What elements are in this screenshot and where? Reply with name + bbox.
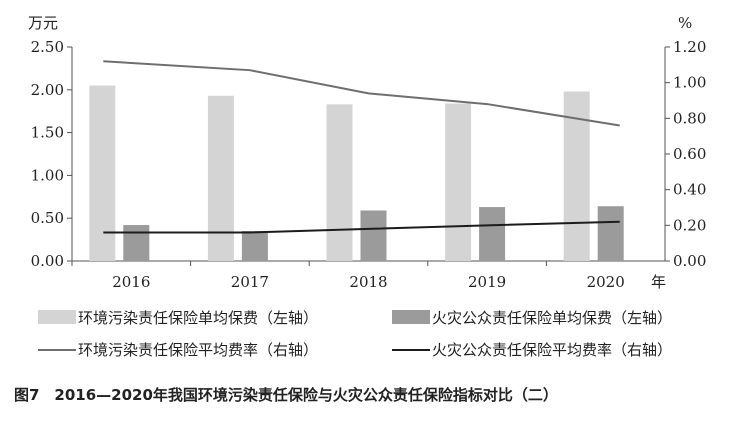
legend-label: 火灾公众责任保险单均保费（左轴） xyxy=(432,309,672,327)
y-left-tick-label: 1.00 xyxy=(31,166,64,184)
bar-env-2019 xyxy=(445,103,472,261)
y-left-tick-label: 2.50 xyxy=(31,38,64,56)
x-tick-label: 2018 xyxy=(349,273,387,291)
bars xyxy=(89,85,624,262)
line-fire-rate xyxy=(103,220,620,234)
bar-env-2016 xyxy=(89,85,116,262)
y-right-tick-label: 0.60 xyxy=(673,145,706,163)
y-left-tick-label: 1.50 xyxy=(31,124,64,142)
bar-fire-2019 xyxy=(479,207,506,261)
y-right-tick-label: 0.20 xyxy=(673,216,706,234)
y-left-tick-label: 0.00 xyxy=(31,252,64,270)
y-right-tick-label: 1.20 xyxy=(673,38,706,56)
x-unit: 年 xyxy=(651,273,666,291)
y-left-tick-label: 0.50 xyxy=(31,209,64,227)
y-right-tick-label: 0.00 xyxy=(673,252,706,270)
bar-fire-2018 xyxy=(360,210,387,261)
y-left-tick-label: 2.00 xyxy=(31,81,64,99)
x-tick-label: 2016 xyxy=(112,273,150,291)
legend-label: 环境污染责任保险平均费率（右轴） xyxy=(78,341,318,359)
legend-label: 环境污染责任保险单均保费（左轴） xyxy=(78,309,318,327)
x-tick-label: 2019 xyxy=(468,273,506,291)
y-right-tick-label: 1.00 xyxy=(673,74,706,92)
legend-swatch-bar xyxy=(392,310,430,324)
bar-fire-2020 xyxy=(597,206,624,261)
y-right-tick-label: 0.40 xyxy=(673,181,706,199)
tick-labels: 0.00 0.50 1.00 1.50 2.00 2.50 0.00 0.20 0.40 0.60… xyxy=(28,14,706,291)
lines xyxy=(103,60,620,234)
bar-env-2018 xyxy=(326,104,353,262)
x-tick-label: 2020 xyxy=(587,273,625,291)
figure-caption: 图7 2016—2020年我国环境污染责任保险与火灾公众责任保险指标对比（二） xyxy=(14,386,558,404)
legend-label: 火灾公众责任保险平均费率（右轴） xyxy=(432,341,672,359)
bar-env-2017 xyxy=(207,95,234,262)
chart: 0.00 0.50 1.00 1.50 2.00 2.50 0.00 0.20 0.40 0.60… xyxy=(28,14,706,359)
legend: 环境污染责任保险单均保费（左轴） 火灾公众责任保险单均保费（左轴） 环境污染责任保险… xyxy=(38,309,672,359)
y-right-tick-label: 0.80 xyxy=(673,109,706,127)
x-tick-label: 2017 xyxy=(231,273,269,291)
bar-fire-2017 xyxy=(241,231,268,261)
y-left-unit: 万元 xyxy=(28,14,58,32)
bar-fire-2016 xyxy=(123,225,150,261)
legend-swatch-bar xyxy=(38,310,76,324)
line-env-rate xyxy=(103,60,620,127)
y-right-unit: % xyxy=(678,14,692,32)
